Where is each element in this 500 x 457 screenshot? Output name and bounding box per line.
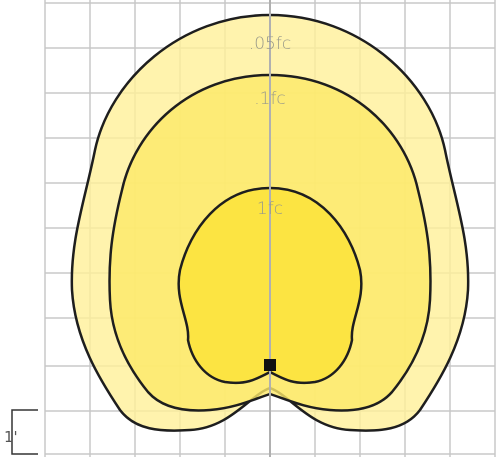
contour-label: .1fc xyxy=(254,89,286,109)
contour-label: .05fc xyxy=(249,34,291,54)
luminaire xyxy=(264,359,276,371)
scale-label: 1' xyxy=(4,428,18,446)
contour-label: 1fc xyxy=(257,199,283,219)
scale-bracket xyxy=(11,409,38,455)
